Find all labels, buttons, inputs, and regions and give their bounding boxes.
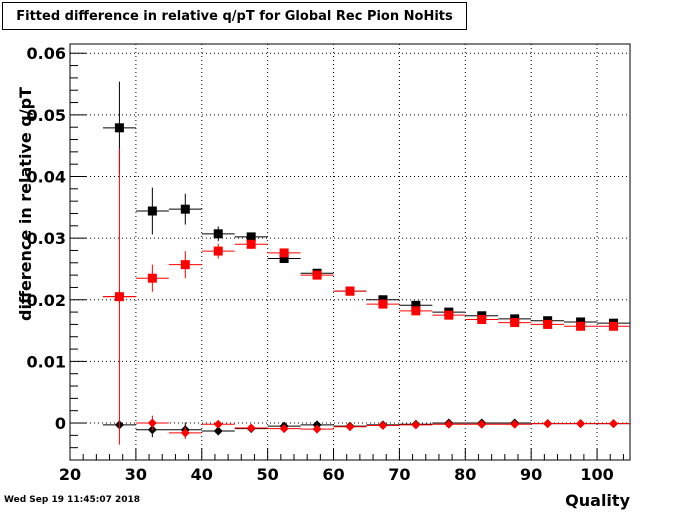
data-point-square (147, 206, 157, 216)
y-tick-label: 0 (55, 414, 66, 433)
data-point-diamond (510, 419, 520, 429)
data-point-square (279, 248, 289, 258)
x-tick-label: 40 (191, 465, 213, 484)
data-point-square (180, 204, 190, 214)
data-point-square (114, 123, 124, 133)
x-axis-label: Quality (565, 491, 630, 510)
data-point-diamond (114, 292, 124, 302)
x-tick-label: 100 (580, 465, 613, 484)
x-tick-label: 50 (257, 465, 279, 484)
timestamp: Wed Sep 19 11:45:07 2018 (4, 495, 141, 505)
data-point-square (180, 260, 190, 270)
data-point-diamond (345, 422, 355, 432)
data-point-square (312, 270, 322, 280)
series-1 (102, 239, 630, 331)
data-point-diamond (444, 419, 454, 429)
series-3 (102, 148, 630, 445)
y-tick-label: 0.05 (27, 106, 66, 125)
data-point-square (543, 319, 553, 329)
grid (70, 44, 630, 460)
data-point-square (510, 318, 520, 328)
data-point-diamond (477, 419, 487, 429)
data-point-square (246, 239, 256, 249)
data-point-square (576, 321, 586, 331)
y-tick-label: 0.04 (27, 168, 66, 187)
x-tick-label: 20 (59, 465, 81, 484)
data-point-square (411, 306, 421, 316)
y-tick-label: 0.03 (27, 229, 66, 248)
x-tick-label: 30 (125, 465, 147, 484)
data-point-square (609, 321, 619, 331)
axis-ticks: 20 30 40 50 60 70 80 90 100 0 0.01 0.02 0.03 0.04 0.05… (27, 44, 624, 484)
y-tick-label: 0.06 (27, 44, 66, 63)
data-point-square (378, 299, 388, 309)
y-axis-label: difference in relative q/pT (16, 87, 35, 321)
data-point-diamond (213, 426, 223, 436)
data-point-diamond (147, 418, 157, 428)
data-point-diamond (213, 419, 223, 429)
data-point-square (213, 246, 223, 256)
x-tick-label: 90 (520, 465, 542, 484)
data-points (102, 81, 630, 445)
data-point-square (279, 253, 289, 263)
data-point-square (411, 300, 421, 310)
data-point-diamond (543, 419, 553, 429)
series-2 (102, 418, 630, 438)
data-point-square (147, 273, 157, 283)
data-point-diamond (609, 419, 619, 429)
data-point-diamond (576, 419, 586, 429)
data-point-diamond (411, 420, 421, 430)
data-point-square (444, 310, 454, 320)
chart-title: Fitted difference in relative q/pT for G… (2, 2, 467, 30)
data-point-square (477, 314, 487, 324)
data-point-diamond (312, 424, 322, 434)
data-point-square (246, 232, 256, 242)
x-tick-label: 80 (454, 465, 476, 484)
data-point-diamond (180, 428, 190, 438)
plot-frame (69, 43, 631, 461)
data-point-square (345, 286, 355, 296)
data-point-square (213, 229, 223, 239)
data-point-diamond (279, 424, 289, 434)
y-tick-label: 0.01 (27, 352, 66, 371)
x-tick-label: 60 (322, 465, 344, 484)
y-tick-label: 0.02 (27, 291, 66, 310)
data-point-diamond (378, 420, 388, 430)
x-tick-label: 70 (388, 465, 410, 484)
data-point-diamond (246, 423, 256, 433)
